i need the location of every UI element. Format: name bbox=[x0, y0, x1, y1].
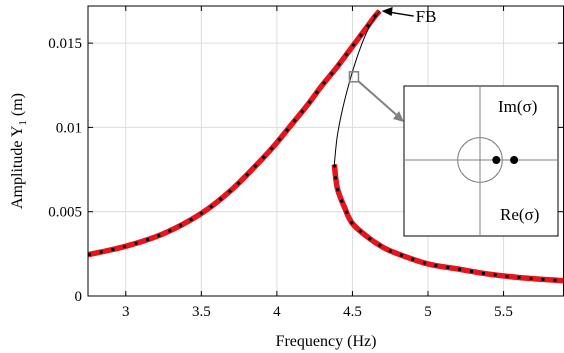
response-curves bbox=[87, 9, 564, 284]
y-axis-label-subscript: 1 bbox=[17, 120, 29, 126]
inset-re-label: Re(σ) bbox=[500, 205, 539, 224]
y-tick-label: 0.01 bbox=[56, 120, 82, 136]
inset-frame bbox=[403, 85, 559, 237]
fold-bifurcation-annotation: FB bbox=[381, 7, 437, 26]
inset-im-label: Im(σ) bbox=[498, 97, 537, 116]
y-axis-label-main: Amplitude Y bbox=[9, 125, 26, 209]
fb-arrow-line bbox=[388, 11, 414, 17]
x-tick-label: 5.5 bbox=[494, 304, 513, 320]
x-tick-label: 5 bbox=[424, 304, 432, 320]
y-axis-label: Amplitude Y1 (m) bbox=[9, 93, 29, 209]
y-tick-label: 0.015 bbox=[48, 36, 82, 52]
y-axis-label-unit: (m) bbox=[9, 93, 26, 120]
y-tick-label: 0.005 bbox=[48, 205, 82, 221]
stable-branch-dashed bbox=[87, 10, 381, 257]
eigenvalue-inset: Im(σ) Re(σ) bbox=[357, 80, 559, 237]
x-tick-label: 3.5 bbox=[192, 304, 211, 320]
x-tick-label: 3 bbox=[122, 304, 130, 320]
fb-label: FB bbox=[416, 7, 437, 26]
stable-branch-dashed bbox=[332, 164, 564, 283]
x-tick-label: 4 bbox=[273, 304, 281, 320]
x-axis-label: Frequency (Hz) bbox=[276, 333, 377, 350]
inset-eigenvalue-point bbox=[492, 156, 501, 164]
unstable-branch-line bbox=[333, 10, 381, 165]
y-tick-label: 0 bbox=[75, 289, 83, 305]
inset-eigenvalue-point bbox=[510, 156, 519, 164]
axis-ticks: 3 3.5 4 4.5 5 5.5 0 0.005 0.01 0.015 bbox=[48, 6, 563, 320]
selected-point-marker-group bbox=[348, 71, 360, 83]
selected-point-marker bbox=[348, 71, 360, 83]
stable-branch-red bbox=[87, 9, 382, 258]
fb-arrow-head bbox=[381, 7, 393, 17]
x-tick-label: 4.5 bbox=[343, 304, 362, 320]
inset-unit-circle bbox=[457, 137, 503, 183]
inset-pointer-line bbox=[357, 80, 401, 119]
inset-pointer-arrowhead bbox=[393, 111, 404, 122]
